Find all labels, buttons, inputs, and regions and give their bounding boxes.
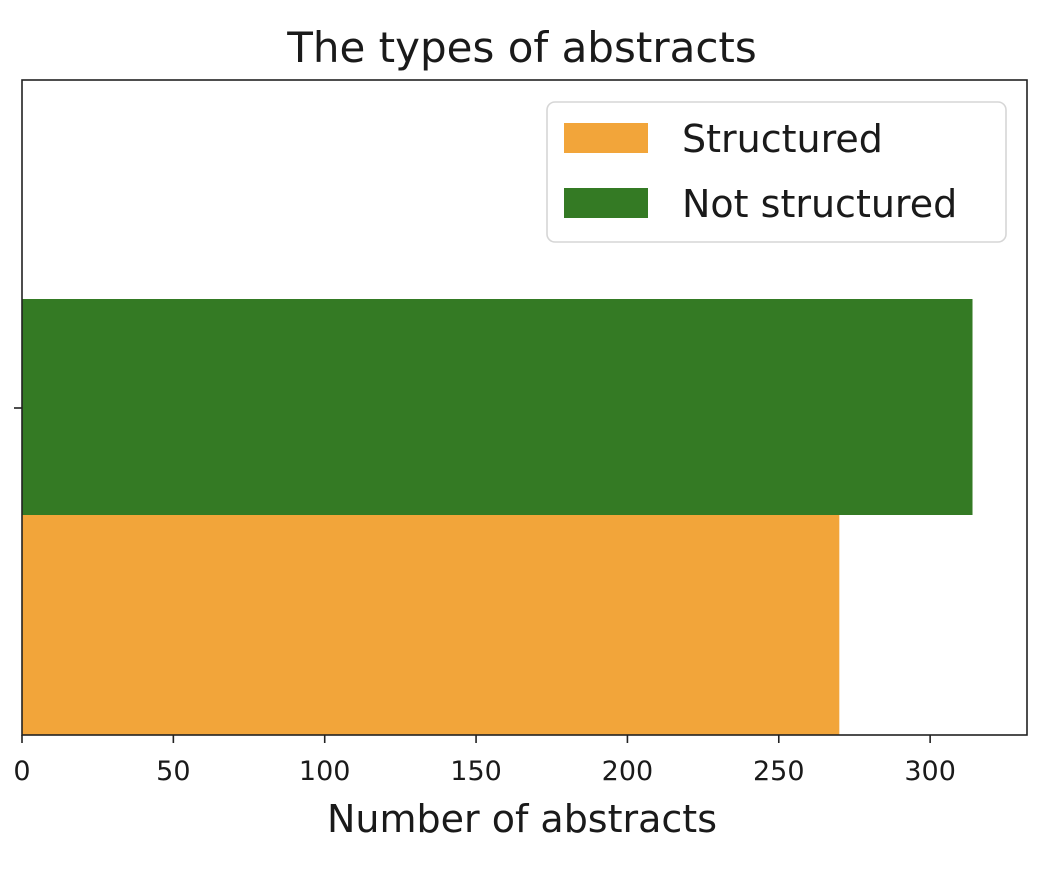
chart-title: The types of abstracts <box>286 23 757 72</box>
x-tick-label: 250 <box>753 756 805 787</box>
x-tick-label: 300 <box>904 756 956 787</box>
bar-structured <box>22 515 840 735</box>
legend-swatch <box>564 123 648 153</box>
legend-label: Structured <box>682 117 883 161</box>
x-tick-label: 0 <box>13 756 30 787</box>
legend-box <box>546 101 1007 243</box>
x-tick-label: 100 <box>299 756 351 787</box>
legend-swatch <box>564 188 648 218</box>
x-tick-label: 50 <box>156 756 190 787</box>
legend: Structured Not structured <box>546 101 1007 243</box>
x-tick-label: 200 <box>602 756 654 787</box>
legend-label: Not structured <box>682 182 957 226</box>
x-tick-label: 150 <box>450 756 502 787</box>
bars-group <box>22 299 973 735</box>
bar-not-structured <box>22 299 973 515</box>
x-axis-label: Number of abstracts <box>327 797 717 841</box>
x-axis-ticks: 0 50 100 150 200 250 300 <box>13 735 956 787</box>
